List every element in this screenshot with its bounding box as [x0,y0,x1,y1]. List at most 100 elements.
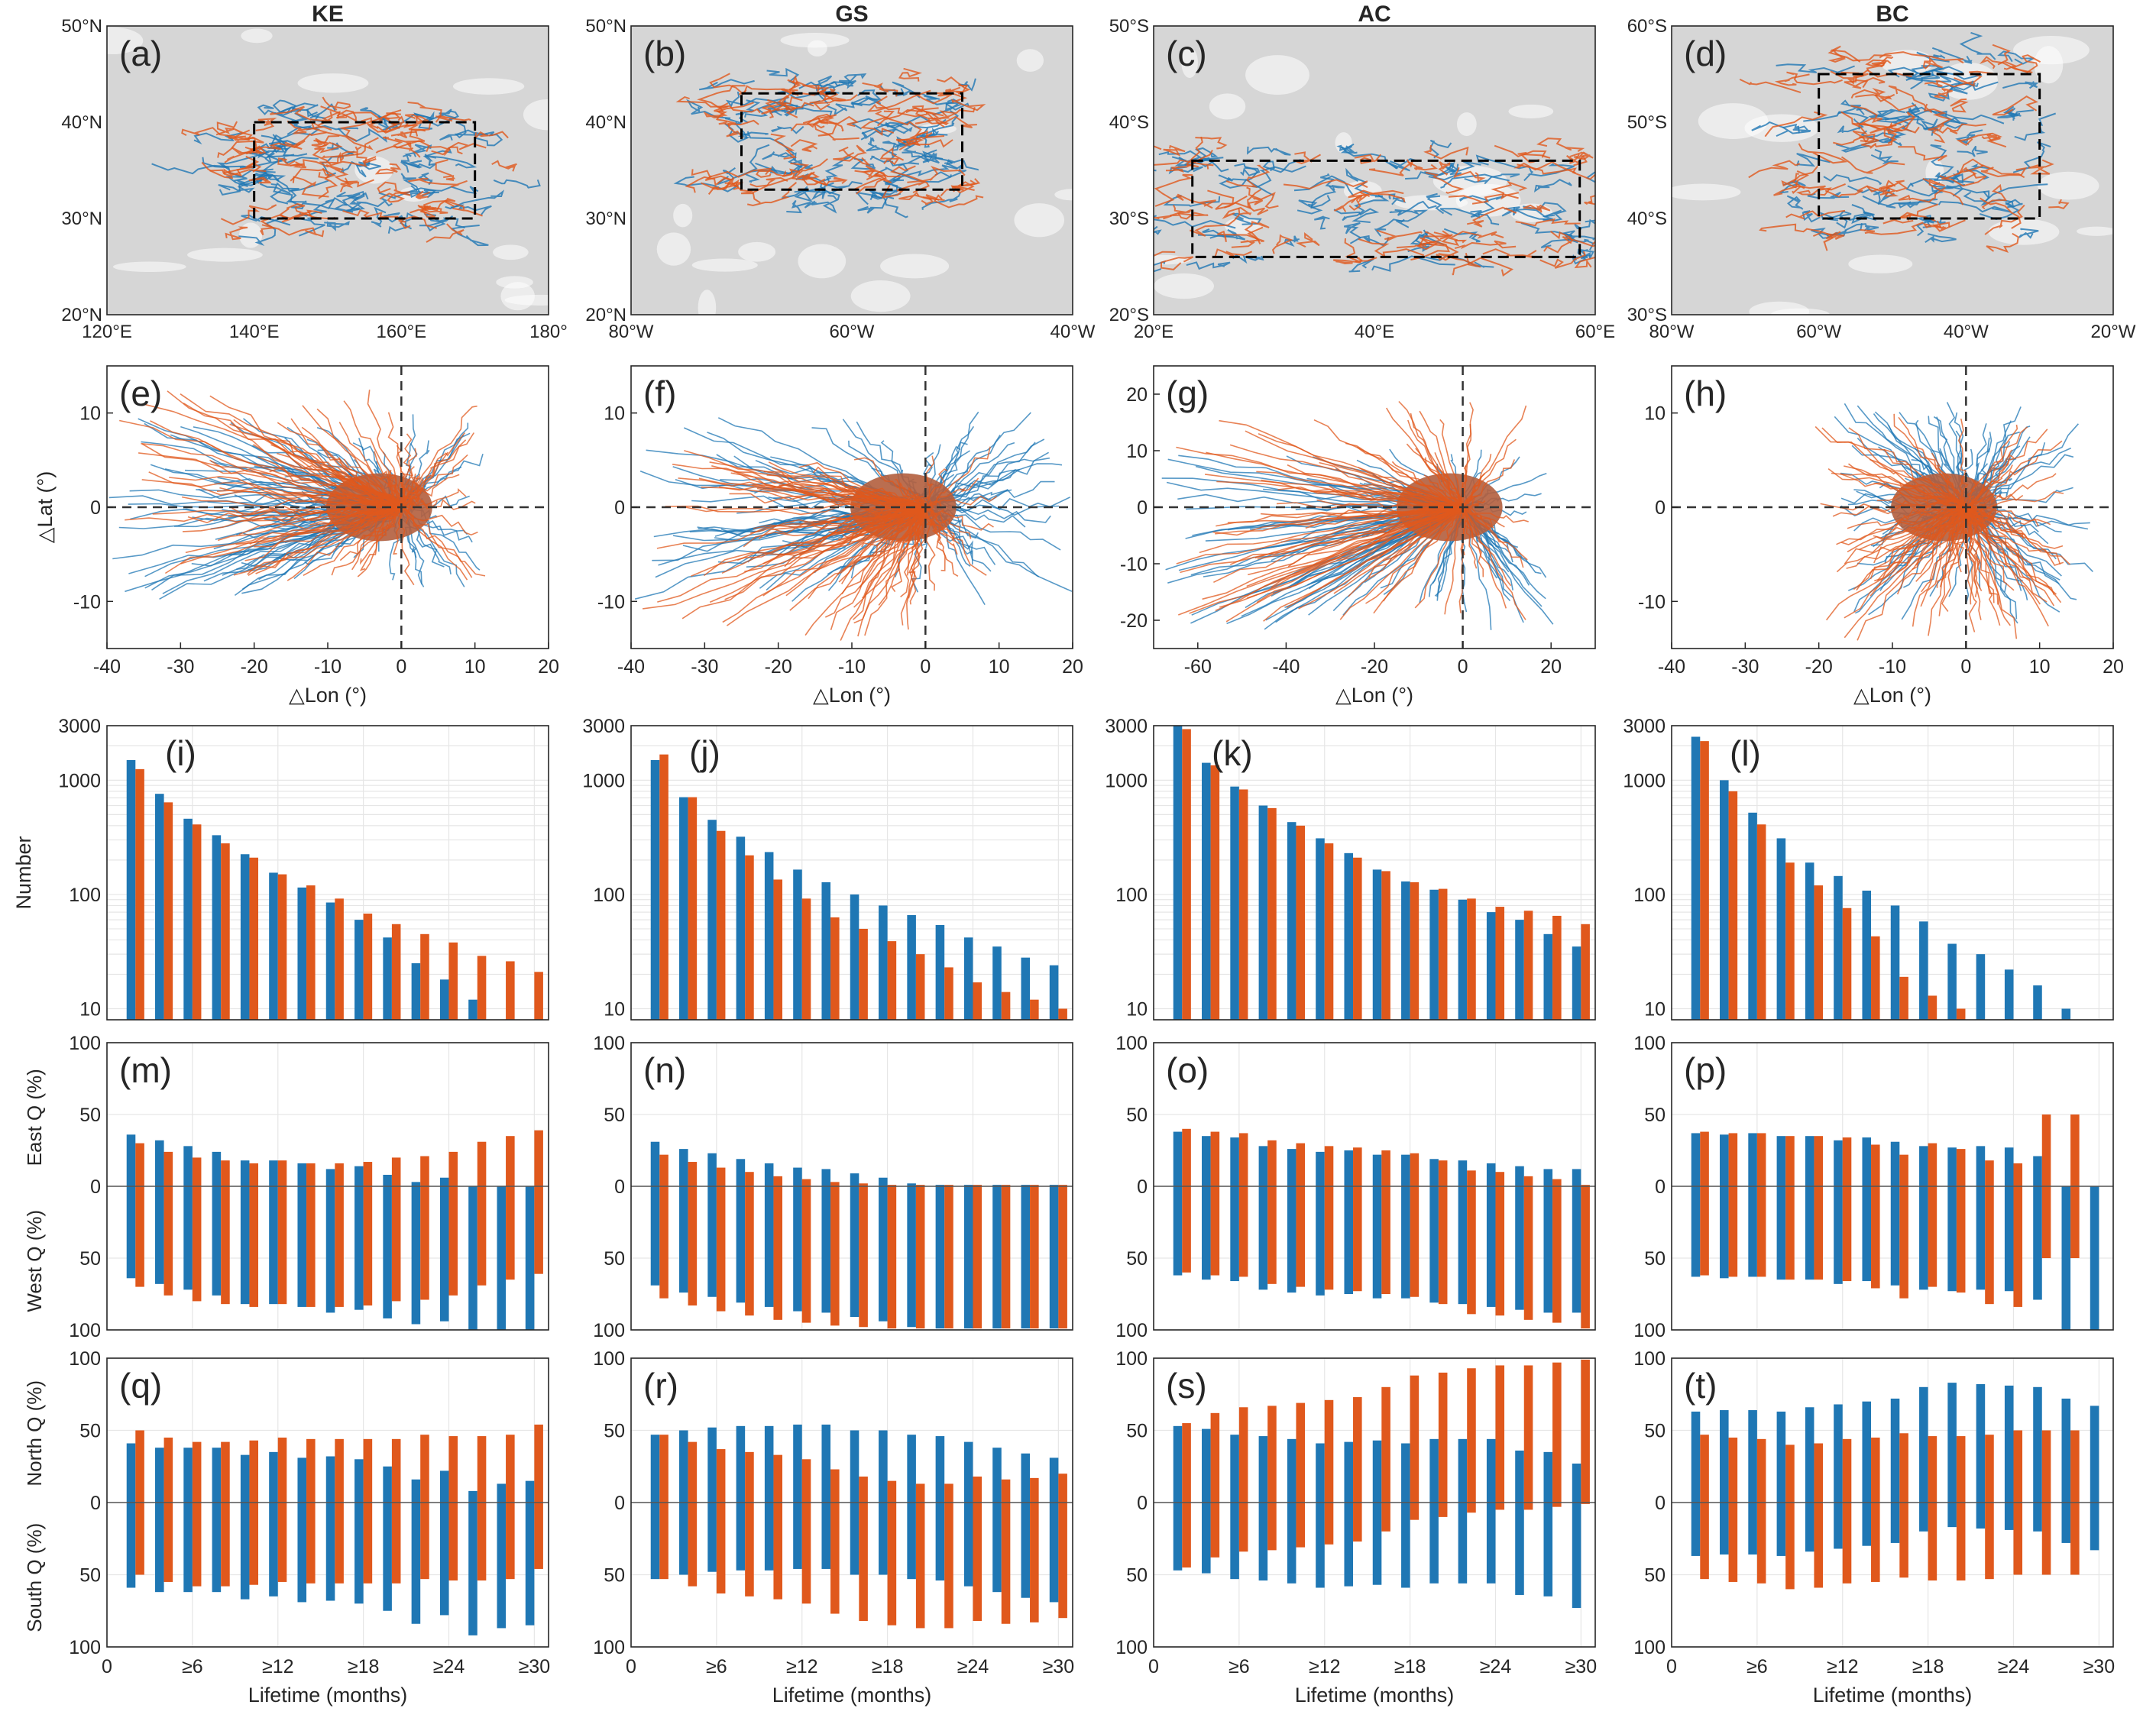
bar-blue-west [1720,1186,1729,1279]
map-track-orange [898,191,945,202]
map-track-blue [686,99,731,119]
bar-orange-north [1267,1406,1277,1503]
bar-orange [420,933,429,1020]
bar-orange-east [1581,1185,1590,1186]
map-gap [738,241,776,262]
bar-orange-south [1899,1503,1908,1578]
bar-orange [306,885,316,1020]
xlabel: Lifetime (months) [248,1684,408,1707]
xtick-label: 0 [102,1656,112,1677]
map-track-blue [1251,165,1306,189]
bar-orange-west [1700,1186,1709,1276]
bar-blue-east [1486,1163,1496,1186]
ytick-label: 100 [1633,1033,1666,1054]
bar-orange-south [830,1503,840,1614]
bar-blue-south [1543,1503,1553,1597]
bar-orange-east [859,1183,868,1186]
map-track-orange [277,157,304,167]
bar-orange-east [249,1163,259,1186]
bar-blue-east [1919,1146,1928,1186]
panel-label: (m) [119,1050,172,1090]
bar-orange-east [1182,1128,1191,1186]
bar-blue-south [1372,1503,1382,1585]
map-track-orange [321,137,379,159]
map-ytick-label: 40°N [585,112,626,133]
ytick-label: 0 [1137,497,1148,519]
diverging-panel-2-3: (o) 100 50 0 50 100 [1115,1033,1596,1341]
map-track-orange [279,208,335,223]
bar-orange-south [335,1503,344,1584]
map-ytick-label: 50°S [1109,16,1149,37]
bar-orange [1552,915,1562,1020]
column-title-bc: BC [1876,2,1908,27]
ytick-label: 100 [593,1320,625,1341]
bar-blue-south [907,1503,916,1580]
map-track-orange [1825,231,1845,241]
ytick-label: 100 [69,1637,101,1658]
bar-orange-south [1267,1503,1277,1551]
bar-orange [1410,882,1420,1020]
map-track-orange [1979,56,2033,73]
axes-frame [630,25,1073,315]
bar-orange [773,879,783,1020]
bar-blue [764,852,774,1020]
bar-orange [1001,992,1011,1020]
bar-orange-south [506,1503,515,1580]
bar-blue [707,820,717,1020]
map-track-blue [788,158,813,170]
bar-blue-east [650,1141,660,1186]
map-gap [850,280,911,312]
map-track-orange [225,226,248,241]
panel-label: (t) [1684,1366,1717,1406]
bar-blue-north [1515,1450,1524,1503]
map-track-orange [224,147,262,163]
map-track-orange [1562,235,1595,247]
bar-blue-north [183,1448,193,1503]
map-track-orange [1517,163,1595,180]
map-track-orange [220,204,277,225]
xlabel: △Lon (°) [1335,684,1413,707]
bar-blue [907,914,916,1020]
map-track-blue [781,187,814,202]
map-track-blue [493,179,541,189]
bar-orange-west [363,1186,373,1306]
bar-blue-south [439,1503,449,1616]
bar-orange-east [477,1141,487,1186]
column-title-ac: AC [1358,2,1390,27]
map-track-orange [1833,133,1876,146]
map-track-orange [1410,242,1450,261]
map-track-blue [327,142,354,156]
map-ytick-label: 40°S [1109,112,1149,133]
bar-blue-south [1202,1503,1211,1574]
map-track-orange [1453,167,1486,183]
bar-orange-south [192,1503,202,1587]
bar-blue-east [1458,1160,1468,1186]
map-gap [241,28,273,44]
bar-orange-east [306,1163,316,1186]
map-track-blue [921,192,961,210]
bar-orange-west [716,1186,726,1312]
bar-blue-north [468,1490,477,1503]
bar-blue-east [679,1149,688,1186]
ytick-label: -10 [73,591,101,613]
bar-blue-north [650,1435,660,1503]
ylabel: Number [12,836,35,909]
ytick-label: 0 [1137,1493,1148,1514]
ytick-label: 0 [1137,1176,1148,1198]
panel-label: (c) [1166,34,1207,73]
map-track-blue [257,104,297,123]
bar-blue [2061,1008,2071,1020]
map-track-blue [1807,191,1850,199]
bar-blue-west [1862,1186,1872,1282]
bar-orange [659,754,668,1020]
bar-orange-south [887,1503,897,1626]
xtick-label: ≥12 [1309,1656,1341,1677]
bar-orange-north [163,1437,173,1503]
bar-orange-east [688,1162,698,1186]
bar-blue-west [879,1186,888,1322]
bar-blue-north [793,1424,802,1503]
map-gap [493,244,529,260]
bar-orange [391,924,401,1020]
bar-blue-north [1947,1383,1957,1503]
